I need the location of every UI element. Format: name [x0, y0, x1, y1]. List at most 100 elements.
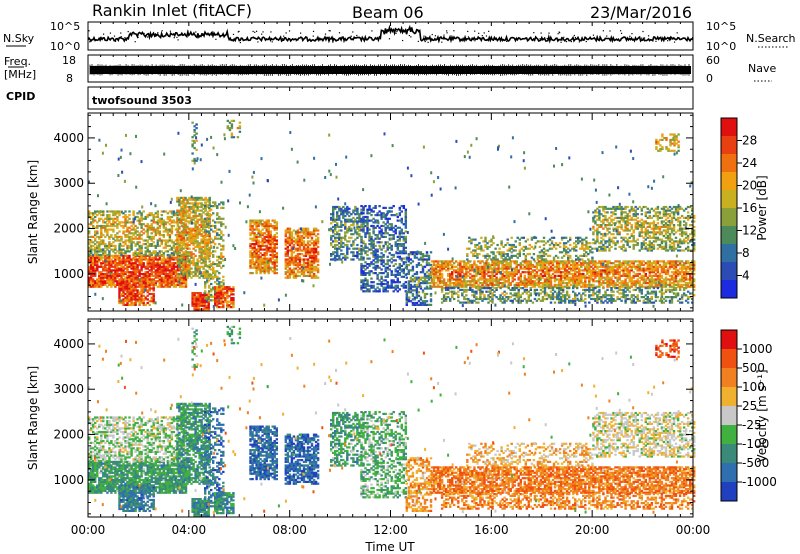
heatmap-cell	[146, 232, 149, 235]
heatmap-cell	[90, 262, 93, 265]
heatmap-cell	[144, 246, 147, 249]
heatmap-cell	[118, 296, 121, 299]
heatmap-cell	[170, 226, 174, 229]
heatmap-cell	[100, 232, 103, 235]
heatmap-cell	[154, 250, 158, 253]
heatmap-cell	[396, 215, 400, 219]
heatmap-cell	[144, 265, 147, 268]
heatmap-cell	[148, 258, 151, 261]
heatmap-cell	[170, 267, 174, 270]
heatmap-cell	[150, 219, 153, 222]
heatmap-cell	[166, 278, 170, 281]
heatmap-cell	[118, 289, 121, 292]
heatmap-cell	[102, 214, 105, 217]
heatmap-cell	[172, 263, 176, 267]
heatmap-cell	[180, 224, 184, 228]
heatmap-cell	[152, 296, 155, 299]
heatmap-cell	[206, 244, 209, 248]
heatmap-cell	[164, 223, 168, 226]
heatmap-cell	[170, 224, 174, 228]
heatmap-cell	[212, 266, 215, 269]
heatmap-cell	[124, 287, 127, 290]
heatmap-cell	[150, 243, 153, 246]
heatmap-cell	[421, 260, 425, 263]
heatmap-cell	[142, 223, 145, 226]
heatmap-cell	[178, 218, 181, 221]
heatmap-cell	[114, 263, 117, 267]
heatmap-cell	[190, 216, 193, 220]
heatmap-cell	[108, 241, 111, 244]
heatmap-cell	[267, 219, 270, 222]
heatmap-cell	[407, 280, 411, 283]
heatmap-cell	[392, 253, 395, 257]
heatmap-cell	[136, 289, 139, 292]
heatmap-cell	[168, 282, 172, 285]
heatmap-cell	[172, 241, 176, 244]
heatmap-cell	[166, 232, 170, 235]
heatmap-cell	[370, 214, 373, 217]
heatmap-cell	[261, 253, 264, 257]
heatmap-cell	[214, 281, 217, 284]
heatmap-cell	[136, 260, 139, 263]
heatmap-cell	[154, 274, 158, 278]
heatmap-cell	[88, 269, 91, 272]
heatmap-cell	[174, 280, 178, 283]
nsearch-dot	[483, 38, 485, 41]
heatmap-cell	[152, 237, 155, 240]
heatmap-cell	[158, 256, 162, 259]
nsearch-dot	[488, 30, 490, 32]
nsearch-dot	[431, 33, 433, 36]
heatmap-cell	[98, 243, 101, 246]
heatmap-cell	[138, 234, 141, 237]
heatmap-cell	[118, 292, 121, 296]
heatmap-cell	[100, 248, 103, 251]
heatmap-cell	[98, 237, 101, 240]
heatmap-cell	[144, 243, 147, 246]
heatmap-cell	[116, 269, 119, 272]
heatmap-cell	[122, 269, 125, 272]
nsearch-dot	[299, 32, 302, 34]
heatmap-cell	[154, 212, 158, 215]
heatmap-cell	[176, 256, 179, 259]
heatmap-cell	[136, 269, 139, 272]
heatmap-cell	[122, 289, 125, 292]
heatmap-cell	[372, 230, 375, 233]
heatmap-cell	[144, 285, 147, 288]
heatmap-cell	[114, 260, 117, 263]
heatmap-cell	[130, 271, 133, 274]
heatmap-cell	[210, 208, 213, 211]
heatmap-cell	[106, 256, 109, 259]
heatmap-cell	[146, 276, 149, 279]
heatmap-cell	[166, 267, 170, 270]
heatmap-cell	[134, 292, 137, 296]
heatmap-cell	[184, 234, 188, 237]
heatmap-cell	[106, 223, 109, 226]
heatmap-cell	[164, 274, 168, 278]
heatmap-cell	[134, 244, 137, 248]
heatmap-cell	[120, 248, 123, 251]
heatmap-cell	[172, 262, 176, 265]
heatmap-cell	[170, 219, 174, 222]
heatmap-cell	[140, 296, 143, 299]
heatmap-cell	[158, 219, 162, 222]
heatmap-cell	[146, 294, 149, 297]
heatmap-cell	[92, 219, 95, 222]
nsearch-dot	[467, 36, 470, 38]
heatmap-cell	[90, 263, 93, 267]
heatmap-cell	[158, 267, 162, 270]
heatmap-cell	[261, 248, 264, 251]
heatmap-cell	[382, 246, 385, 249]
heatmap-cell	[110, 263, 113, 267]
heatmap-cell	[116, 258, 119, 261]
heatmap-cell	[114, 252, 117, 255]
heatmap-cell	[168, 253, 172, 257]
heatmap-cell	[136, 291, 139, 294]
heatmap-cell	[148, 274, 151, 278]
heatmap-cell	[425, 251, 429, 254]
heatmap-cell	[180, 260, 183, 263]
heatmap-cell	[130, 276, 133, 279]
heatmap-cell	[116, 254, 119, 258]
heatmap-cell	[132, 303, 135, 307]
heatmap-cell	[421, 289, 425, 292]
heatmap-cell	[190, 271, 193, 274]
